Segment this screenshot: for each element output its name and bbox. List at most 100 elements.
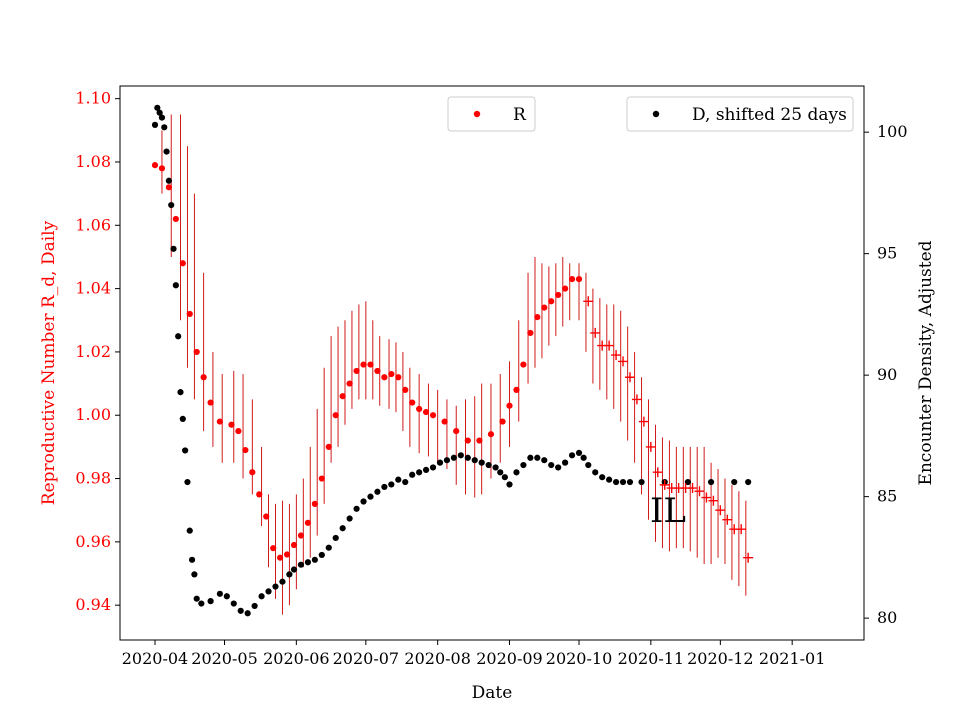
- d-point-81: [619, 478, 627, 486]
- r-point-5: [186, 310, 193, 318]
- d-point-7: [168, 201, 175, 209]
- d-point-29: [272, 583, 279, 590]
- d-point-8: [170, 245, 177, 252]
- y-left-tick-label-1: 0.96: [75, 532, 111, 551]
- r-point-26: [339, 393, 346, 400]
- y-axis-left-label: Reproductive Number R_d, Daily: [39, 220, 59, 505]
- d-point-74: [575, 449, 583, 457]
- d-point-23: [230, 600, 237, 607]
- r-point-22: [311, 500, 318, 507]
- r-point-52: [548, 298, 555, 305]
- r-point-37: [416, 405, 423, 413]
- d-point-18: [193, 595, 200, 602]
- d-point-3: [158, 114, 166, 121]
- r-point-7: [200, 374, 207, 381]
- d-point-44: [374, 488, 381, 495]
- r-point-18: [283, 551, 291, 558]
- d-point-57: [464, 454, 471, 461]
- y-left-tick-label-3: 1.00: [75, 405, 111, 424]
- r-point-27: [346, 380, 353, 387]
- d-point-14: [184, 478, 191, 486]
- d-point-67: [527, 454, 534, 461]
- d-point-51: [422, 466, 430, 474]
- r-point-1: [158, 165, 166, 172]
- x-tick-label-6: 2020-10: [546, 649, 612, 668]
- d-point-87: [731, 478, 738, 486]
- d-point-76: [585, 461, 592, 469]
- y-axis-right-label: Encounter Density, Adjusted: [916, 240, 936, 485]
- d-point-52: [429, 464, 437, 471]
- d-point-5: [163, 148, 170, 155]
- state-annotation: IL: [650, 491, 686, 531]
- y-left-tick-label-5: 1.04: [75, 279, 111, 298]
- y-left-tick-label-8: 1.10: [75, 89, 111, 108]
- d-point-82: [626, 478, 634, 486]
- d-point-25: [244, 610, 251, 617]
- d-point-45: [381, 483, 388, 491]
- d-point-39: [339, 525, 346, 532]
- d-point-78: [599, 474, 606, 481]
- d-point-46: [388, 481, 395, 488]
- d-point-69: [541, 457, 548, 464]
- x-tick-label-8: 2020-12: [687, 649, 753, 668]
- d-point-12: [179, 415, 186, 422]
- r-point-9: [216, 418, 223, 425]
- y-right-tick-label-3: 95: [877, 244, 897, 263]
- d-point-11: [177, 389, 184, 396]
- r-cross-9: [645, 441, 656, 452]
- d-point-17: [191, 571, 198, 578]
- y-left-tick-label-7: 1.08: [75, 152, 111, 171]
- d-point-42: [360, 498, 367, 505]
- r-point-30: [367, 361, 374, 368]
- d-point-50: [416, 469, 423, 476]
- r-cross-23: [743, 552, 754, 563]
- d-point-55: [450, 454, 457, 461]
- r-point-41: [453, 427, 460, 435]
- d-point-10: [175, 333, 182, 340]
- d-point-56: [457, 452, 464, 459]
- r-cross-5: [618, 356, 629, 367]
- r-cross-10: [652, 467, 663, 478]
- d-point-72: [562, 459, 569, 466]
- y-right-tick-label-4: 100: [877, 122, 908, 141]
- r-point-4: [179, 260, 186, 267]
- d-point-49: [409, 471, 416, 478]
- r-point-36: [409, 399, 416, 406]
- r-point-23: [318, 475, 325, 482]
- r-point-45: [499, 418, 506, 425]
- plot-frame: [119, 85, 865, 641]
- x-tick-label-0: 2020-04: [122, 649, 188, 668]
- r-point-17: [277, 554, 284, 561]
- d-point-48: [402, 478, 409, 486]
- r-point-29: [360, 361, 367, 368]
- d-point-0: [151, 121, 159, 128]
- d-point-28: [265, 588, 272, 595]
- d-series: [151, 104, 752, 617]
- d-point-59: [478, 459, 485, 466]
- y-left-tick-label-2: 0.98: [75, 469, 111, 488]
- d-point-60: [485, 461, 492, 469]
- r-point-10: [228, 421, 235, 428]
- d-point-33: [297, 561, 305, 568]
- d-point-16: [188, 556, 196, 563]
- d-point-63: [501, 474, 508, 481]
- r-cross-7: [631, 394, 642, 405]
- legend-d: D, shifted 25 days: [626, 96, 854, 132]
- r-point-55: [568, 276, 576, 283]
- r-point-15: [263, 513, 270, 520]
- d-point-24: [237, 607, 244, 614]
- r-point-51: [541, 304, 548, 311]
- d-point-1: [154, 104, 161, 111]
- d-point-30: [279, 578, 286, 585]
- x-tick-label-9: 2021-01: [759, 649, 825, 668]
- r-point-50: [534, 313, 541, 321]
- legend-r-box: [447, 96, 536, 132]
- d-point-9: [172, 282, 179, 289]
- d-point-26: [251, 602, 258, 610]
- legend-d-box: [626, 96, 854, 132]
- r-point-0: [151, 162, 159, 169]
- r-point-6: [193, 348, 200, 356]
- x-axis-label: Date: [472, 683, 513, 703]
- d-point-86: [707, 478, 715, 486]
